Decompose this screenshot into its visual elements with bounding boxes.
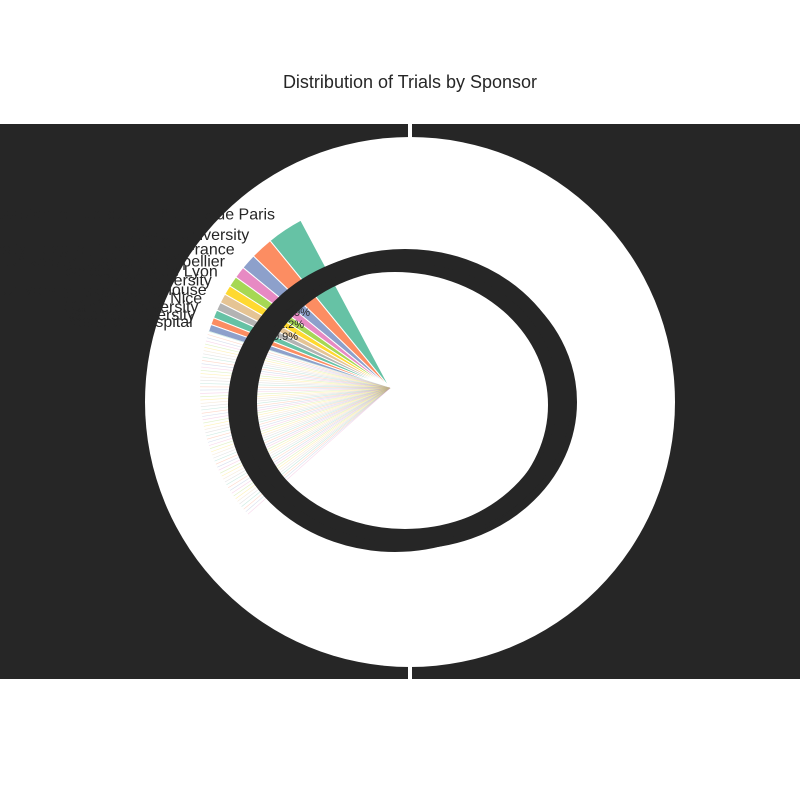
percent-label: 1.2% — [279, 319, 304, 331]
slice-label: Université de Nice — [72, 291, 202, 308]
minor-slice — [207, 334, 391, 389]
minor-slice — [201, 363, 391, 389]
minor-slice — [208, 331, 391, 389]
percent-label-ring — [228, 249, 577, 552]
minor-slice — [201, 360, 391, 389]
slice-label: Hospices Civils de Lyon — [49, 263, 218, 280]
percent-labels: 1.9%1.2%0.9% — [273, 307, 310, 343]
percent-label: 1.9% — [285, 307, 310, 319]
slice-label: Shams University — [71, 307, 195, 324]
category-labels: Assistance Publique - Hôpitaux de Paris A… — [0, 207, 275, 332]
slice-label: Stanford University — [63, 299, 198, 316]
minor-slice — [205, 343, 391, 389]
slice-label: Research Hospital — [62, 314, 193, 331]
slice-label: University Hospital, Montpellier — [5, 253, 225, 270]
slice-label: University Hospital, Toulouse — [1, 282, 206, 299]
slice-label: University Hospital, Strasbourg, France — [0, 242, 235, 259]
minor-slice — [203, 353, 391, 389]
percent-label-overlap-ring — [228, 258, 562, 552]
percent-label-overlap-ring — [238, 249, 572, 543]
minor-slice — [206, 337, 391, 389]
slice-label: Assistance Publique - Hôpitaux de Paris — [0, 207, 275, 224]
slice-label: Assiut University — [131, 227, 249, 244]
percent-label: 0.9% — [273, 331, 298, 343]
minor-slice — [205, 340, 391, 389]
minor-slice — [203, 350, 391, 389]
slice-label: Cairo University — [99, 273, 212, 290]
chart-title: Distribution of Trials by Sponsor — [283, 72, 537, 92]
minor-slice — [202, 356, 391, 389]
minor-slice — [204, 347, 391, 389]
